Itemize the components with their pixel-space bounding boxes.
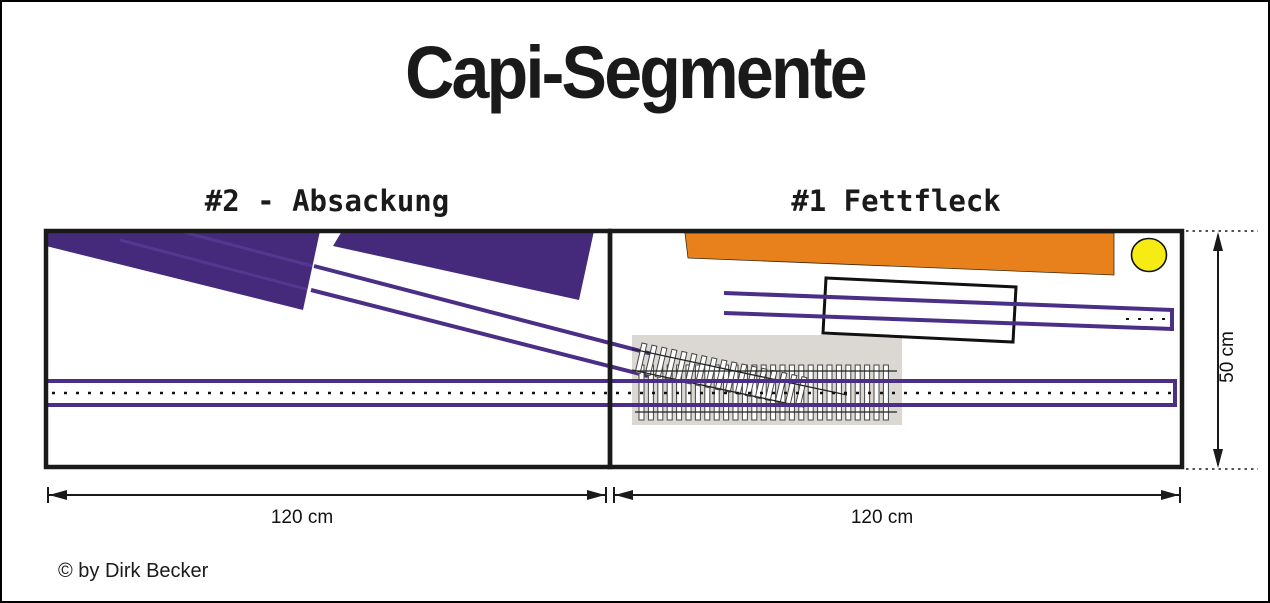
- structure-outline-box: [821, 276, 1018, 344]
- embankment-shape-left: [48, 233, 320, 310]
- dimension-height-label: 50 cm: [1217, 331, 1238, 383]
- embankment-group: [48, 233, 594, 310]
- hidden-track-under-embankment: [119, 233, 320, 294]
- yellow-circle-marker: [1130, 237, 1168, 273]
- dimension-left-width: 120 cm: [47, 487, 607, 528]
- segment-2-label: #2 - Absackung: [204, 184, 450, 218]
- segment-1-frame: [607, 228, 1185, 470]
- segment-1-label: #1 Fettfleck: [791, 184, 1001, 218]
- copyright-note: © by Dirk Becker: [58, 560, 209, 582]
- dimension-left-label: 120 cm: [271, 507, 333, 528]
- page-title: Capi-Segmente: [405, 31, 867, 114]
- grease-spot-shape: [684, 232, 1115, 276]
- branch-track: [310, 264, 653, 378]
- turnout-rails: [631, 348, 897, 413]
- dimension-right-label: 120 cm: [851, 507, 913, 528]
- siding-track: [723, 291, 1174, 331]
- dimension-height: 50 cm: [1186, 230, 1258, 470]
- dimension-right-width: 120 cm: [613, 487, 1181, 528]
- embankment-shape-right: [333, 233, 594, 300]
